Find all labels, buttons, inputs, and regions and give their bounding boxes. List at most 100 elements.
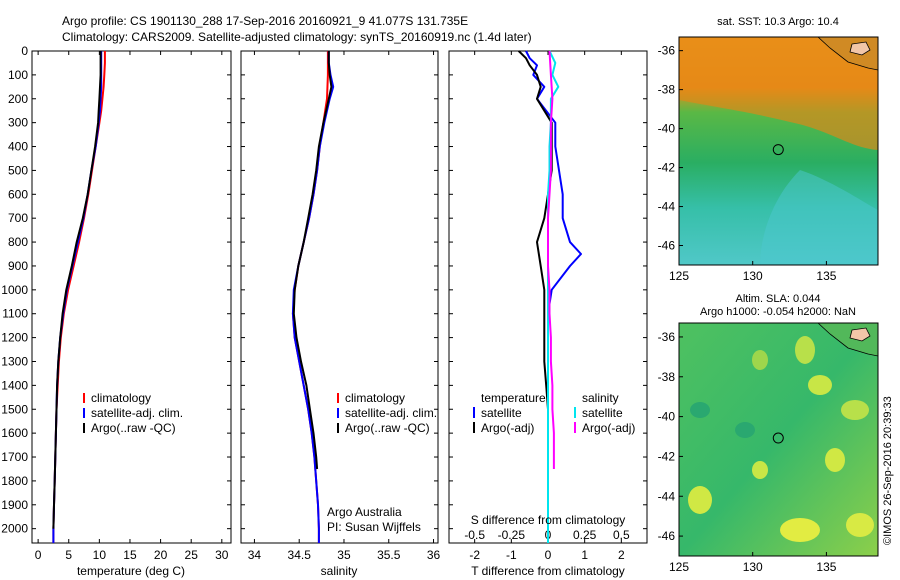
legend-temp-argo-label: Argo(-adj) (481, 421, 534, 435)
x-tick-label: 0 (35, 548, 42, 562)
x-tick-label: 25 (185, 548, 199, 562)
map-x-tick-label: 125 (669, 269, 689, 283)
x-tick-label: -1 (506, 548, 517, 562)
series-line-argo (517, 50, 553, 529)
map-y-tick-label: -44 (658, 489, 676, 503)
series-line-satellite (291, 51, 335, 543)
temperature-panel: 0 5 10 15 20 25 30 (32, 50, 231, 562)
sst-warm-water (679, 37, 878, 150)
temperature-panel-frame (31, 50, 232, 544)
depth-tick-label: 1100 (2, 307, 28, 321)
salinity-panel: 34 34.5 35 35.5 36 (241, 50, 441, 562)
map-y-tick-label: -46 (658, 239, 676, 253)
map-y-tick-label: -36 (658, 330, 676, 344)
temperature-xlabel: temperature (deg C) (77, 564, 185, 578)
map-x-tick-label: 135 (816, 560, 836, 574)
series-line-satellite (525, 50, 582, 543)
difference-panel: -2 -1 0 1 2-0.5 -0.25 0 0.25 0.5 (449, 50, 647, 562)
argo-float-marker (772, 432, 784, 444)
map-y-tick-label: -40 (658, 410, 676, 424)
t-difference-xlabel: T difference from climatology (471, 564, 625, 578)
figure-title-line2: Climatology: CARS2009. Satellite-adjuste… (62, 30, 532, 44)
legend-temp-satellite-label: satellite (481, 406, 522, 420)
depth-tick-label: 1900 (1, 498, 28, 512)
x-tick-label: 20 (154, 548, 168, 562)
salinity-xlabel: salinity (321, 564, 358, 578)
pi-label: PI: Susan Wijffels (327, 520, 421, 534)
top-x-tick-label: 0.5 (613, 528, 630, 542)
sla-anomaly (841, 400, 869, 420)
depth-tick-label: 2000 (1, 522, 28, 536)
legend-climatology-label: climatology (91, 391, 151, 405)
depth-tick-label: 1300 (1, 354, 28, 368)
map-y-tick-label: -36 (658, 44, 676, 58)
depth-tick-label: 700 (8, 211, 28, 225)
x-tick-label: 5 (65, 548, 72, 562)
island (849, 41, 871, 56)
sst-cool-water (760, 170, 878, 265)
depth-tick-label: 300 (8, 116, 28, 130)
top-x-tick-label: -0.5 (464, 528, 485, 542)
x-tick-label: 15 (123, 548, 137, 562)
sla-anomaly (808, 375, 832, 395)
legend-satellite-label: satellite-adj. clim. (345, 406, 437, 420)
depth-tick-label: 0 (21, 44, 28, 58)
map-x-tick-label: 135 (816, 269, 836, 283)
legend-salinity-header: salinity (582, 391, 619, 405)
sla-map-ticks: 125 130 135 -36 -38 -40 -42 -44 -46 (658, 330, 837, 574)
top-x-tick-label: -0.25 (498, 528, 526, 542)
depth-tick-label: 900 (8, 259, 28, 273)
x-tick-label: 2 (618, 548, 625, 562)
legend-argo-label: Argo(..raw -QC) (91, 421, 176, 435)
sla-anomaly (780, 518, 820, 542)
salinity-legend: climatology satellite-adj. clim. Argo(..… (337, 391, 437, 435)
map-y-tick-label: -46 (658, 529, 676, 543)
x-tick-label: 10 (93, 548, 107, 562)
map-y-tick-label: -38 (658, 83, 676, 97)
sla-anomaly (735, 422, 755, 438)
depth-tick-label: 100 (8, 68, 28, 82)
difference-legend: temperature salinity satellite Argo(-adj… (473, 391, 635, 435)
sla-anomaly (752, 350, 768, 370)
depth-tick-label: 600 (8, 187, 28, 201)
argo-float-marker (772, 144, 784, 156)
map-y-tick-label: -44 (658, 200, 676, 214)
x-tick-label: -2 (469, 548, 480, 562)
temperature-legend: climatology satellite-adj. clim. Argo(..… (83, 391, 183, 435)
map-x-tick-label: 130 (743, 560, 763, 574)
depth-tick-label: 800 (8, 235, 28, 249)
sla-map (679, 323, 878, 556)
sla-field (679, 323, 878, 556)
depth-tick-label: 1800 (1, 474, 28, 488)
depth-tick-label: 1200 (1, 331, 28, 345)
legend-sal-satellite-label: satellite (582, 406, 623, 420)
sla-anomaly (690, 402, 710, 418)
sst-map-ticks: 125 130 135 -36 -38 -40 -42 -44 -46 (658, 44, 837, 283)
legend-satellite-label: satellite-adj. clim. (91, 406, 183, 420)
map-y-tick-label: -38 (658, 370, 676, 384)
legend-temperature-header: temperature (481, 391, 546, 405)
series-line-argo (292, 51, 333, 470)
depth-tick-label: 200 (8, 92, 28, 106)
imos-credit: ©IMOS 26-Sep-2016 20:39:33 (882, 396, 894, 545)
x-tick-label: 1 (581, 548, 588, 562)
legend-climatology-label: climatology (345, 391, 405, 405)
depth-tick-labels: 0 100 200 300 400 500 600 700 800 900 1000 1100 1200… (1, 44, 28, 536)
series-line-argo (52, 51, 102, 529)
island (849, 327, 871, 342)
legend-argo-label: Argo(..raw -QC) (345, 421, 430, 435)
top-x-tick-label: 0.25 (573, 528, 597, 542)
depth-tick-label: 1700 (1, 450, 28, 464)
map-y-tick-label: -40 (658, 122, 676, 136)
sla-anomaly (795, 336, 815, 364)
x-tick-label: 0 (545, 548, 552, 562)
sst-map-frame (678, 36, 879, 266)
map-x-tick-label: 130 (743, 269, 763, 283)
x-tick-label: 34.5 (288, 548, 312, 562)
depth-tick-label: 1600 (1, 426, 28, 440)
depth-tick-label: 400 (8, 140, 28, 154)
sla-anomaly (825, 448, 845, 472)
s-difference-top-xlabel: S difference from climatology (471, 513, 626, 527)
depth-tick-label: 1000 (1, 283, 28, 297)
